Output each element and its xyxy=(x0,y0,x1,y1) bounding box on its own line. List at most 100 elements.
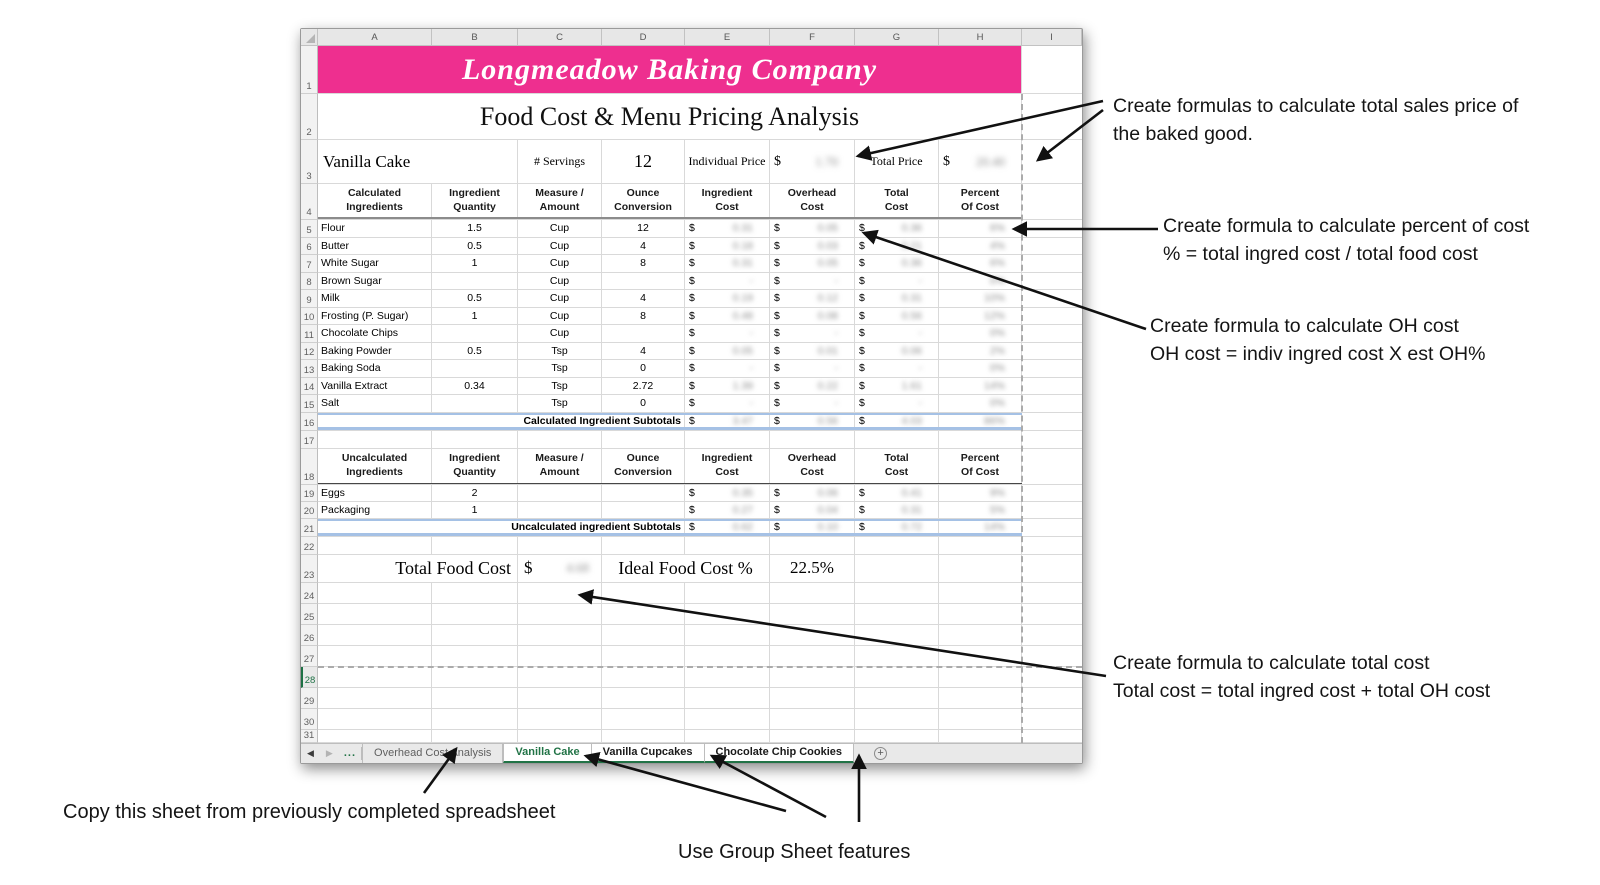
tab-overhead-cost-analysis[interactable]: Overhead Cost Analysis xyxy=(362,743,504,763)
ingredient-cost-cell[interactable]: $ - xyxy=(685,395,770,412)
measure-amount-cell[interactable]: Tsp xyxy=(518,342,602,359)
total-cost-cell[interactable]: $ - xyxy=(855,395,939,412)
column-header-F[interactable]: F xyxy=(770,29,855,45)
ingredient-cost-cell[interactable]: $ - xyxy=(685,325,770,342)
percent-of-cost-cell[interactable]: 2% xyxy=(939,342,1022,359)
column-header-A[interactable]: A xyxy=(318,29,432,45)
percent-of-cost-cell[interactable]: 10% xyxy=(939,290,1022,307)
ingredient-name-cell[interactable]: Milk xyxy=(318,290,432,307)
measure-amount-cell[interactable]: Cup xyxy=(518,325,602,342)
row-header-9[interactable]: 9 xyxy=(301,290,318,308)
header-cell-percent[interactable]: Percent Of Cost xyxy=(939,184,1022,217)
ideal-food-cost-label[interactable]: Ideal Food Cost % xyxy=(602,554,770,582)
measure-amount-cell[interactable]: Cup xyxy=(518,307,602,324)
row-header-14[interactable]: 14 xyxy=(301,377,318,395)
row-header-20[interactable]: 20 xyxy=(301,501,318,519)
row-header-8[interactable]: 8 xyxy=(301,272,318,290)
total-cost-cell[interactable]: $0.41 xyxy=(855,484,939,501)
measure-amount-cell[interactable]: Cup xyxy=(518,220,602,237)
total-cost-cell[interactable]: $0.36 xyxy=(855,220,939,237)
row-header-6[interactable]: 6 xyxy=(301,237,318,255)
measure-amount-cell[interactable]: Tsp xyxy=(518,395,602,412)
column-header-G[interactable]: G xyxy=(855,29,939,45)
ingredient-cost-cell[interactable]: $ - xyxy=(685,272,770,289)
percent-of-cost-cell[interactable]: 0% xyxy=(939,325,1022,342)
individual-price-label-cell[interactable]: Individual Price xyxy=(685,140,770,183)
column-header-H[interactable]: H xyxy=(939,29,1022,45)
total-food-cost-label[interactable]: Total Food Cost xyxy=(318,554,518,582)
header-cell-ingredient[interactable]: Ingredient Quantity xyxy=(432,448,518,483)
percent-of-cost-cell[interactable]: 14% xyxy=(939,377,1022,394)
row-header-25[interactable]: 25 xyxy=(301,603,318,625)
row-header-30[interactable]: 30 xyxy=(301,708,318,730)
ounce-conversion-cell[interactable]: 4 xyxy=(602,342,685,359)
header-cell-ounce[interactable]: Ounce Conversion xyxy=(602,184,685,217)
total-price-value-cell[interactable]: $ 20.40 xyxy=(939,140,1022,183)
total-cost-cell[interactable]: $0.31 xyxy=(855,501,939,518)
header-cell-calculated[interactable]: Calculated Ingredients xyxy=(318,184,432,217)
percent-of-cost-cell[interactable]: 0% xyxy=(939,395,1022,412)
uncalc-subtotal-percent[interactable]: 14% xyxy=(939,520,1022,533)
row-header-29[interactable]: 29 xyxy=(301,687,318,709)
ingredient-quantity-cell[interactable] xyxy=(432,272,518,289)
overhead-cost-cell[interactable]: $ - xyxy=(770,360,855,377)
calc-subtotal-percent[interactable]: 86% xyxy=(939,414,1022,427)
measure-amount-cell[interactable]: Tsp xyxy=(518,360,602,377)
row-header-21[interactable]: 21 xyxy=(301,518,318,537)
measure-amount-cell[interactable]: Cup xyxy=(518,237,602,254)
total-food-cost-value[interactable]: $4.68 xyxy=(518,554,602,582)
row-header-10[interactable]: 10 xyxy=(301,307,318,325)
header-cell-overhead[interactable]: Overhead Cost xyxy=(770,184,855,217)
calc-subtotal-total-cost[interactable]: $4.03 xyxy=(855,414,939,427)
row-header-16[interactable]: 16 xyxy=(301,412,318,431)
percent-of-cost-cell[interactable]: 6% xyxy=(939,220,1022,237)
row-header-24[interactable]: 24 xyxy=(301,582,318,604)
ingredient-quantity-cell[interactable] xyxy=(432,395,518,412)
ingredient-quantity-cell[interactable]: 1.5 xyxy=(432,220,518,237)
ingredient-quantity-cell[interactable] xyxy=(432,360,518,377)
calc-subtotal-overhead-cost[interactable]: $0.56 xyxy=(770,414,855,427)
servings-value-cell[interactable]: 12 xyxy=(602,140,685,183)
ounce-conversion-cell[interactable]: 4 xyxy=(602,290,685,307)
percent-of-cost-cell[interactable]: 5% xyxy=(939,501,1022,518)
overhead-cost-cell[interactable]: $0.12 xyxy=(770,290,855,307)
row-header-26[interactable]: 26 xyxy=(301,624,318,646)
ounce-conversion-cell[interactable]: 8 xyxy=(602,307,685,324)
column-header-E[interactable]: E xyxy=(685,29,770,45)
individual-price-value-cell[interactable]: $ 1.70 xyxy=(770,140,855,183)
row-header-3[interactable]: 3 xyxy=(301,140,318,184)
overhead-cost-cell[interactable]: $0.01 xyxy=(770,342,855,359)
ounce-conversion-cell[interactable] xyxy=(602,272,685,289)
overhead-cost-cell[interactable]: $ - xyxy=(770,272,855,289)
row-header-23[interactable]: 23 xyxy=(301,554,318,583)
total-cost-cell[interactable]: $ - xyxy=(855,325,939,342)
overhead-cost-cell[interactable]: $0.08 xyxy=(770,307,855,324)
ingredient-name-cell[interactable]: Baking Powder xyxy=(318,342,432,359)
measure-amount-cell[interactable]: Cup xyxy=(518,290,602,307)
servings-label-cell[interactable]: # Servings xyxy=(518,140,602,183)
percent-of-cost-cell[interactable]: 12% xyxy=(939,307,1022,324)
ounce-conversion-cell[interactable]: 8 xyxy=(602,255,685,272)
row-header-12[interactable]: 12 xyxy=(301,342,318,360)
percent-of-cost-cell[interactable]: 9% xyxy=(939,484,1022,501)
total-cost-cell[interactable]: $0.36 xyxy=(855,255,939,272)
total-cost-cell[interactable]: $ - xyxy=(855,272,939,289)
column-header-I[interactable]: I xyxy=(1022,29,1082,45)
ounce-conversion-cell[interactable]: 0 xyxy=(602,360,685,377)
measure-amount-cell[interactable]: Tsp xyxy=(518,377,602,394)
row-header-18[interactable]: 18 xyxy=(301,448,318,485)
total-price-label-cell[interactable]: Total Price xyxy=(855,140,939,183)
percent-of-cost-cell[interactable]: 4% xyxy=(939,237,1022,254)
row-header-13[interactable]: 13 xyxy=(301,360,318,378)
overhead-cost-cell[interactable]: $ - xyxy=(770,395,855,412)
ingredient-name-cell[interactable]: Vanilla Extract xyxy=(318,377,432,394)
ingredient-name-cell[interactable]: Butter xyxy=(318,237,432,254)
header-cell-ingredient[interactable]: Ingredient Cost xyxy=(685,448,770,483)
ingredient-quantity-cell[interactable]: 0.34 xyxy=(432,377,518,394)
header-cell-ingredient[interactable]: Ingredient Cost xyxy=(685,184,770,217)
header-cell-ingredient[interactable]: Ingredient Quantity xyxy=(432,184,518,217)
sheet-nav-left-icon[interactable]: ◀ xyxy=(307,747,314,758)
ounce-conversion-cell[interactable]: 4 xyxy=(602,237,685,254)
add-sheet-button[interactable]: + xyxy=(874,744,888,763)
ingredient-cost-cell[interactable]: $0.19 xyxy=(685,290,770,307)
